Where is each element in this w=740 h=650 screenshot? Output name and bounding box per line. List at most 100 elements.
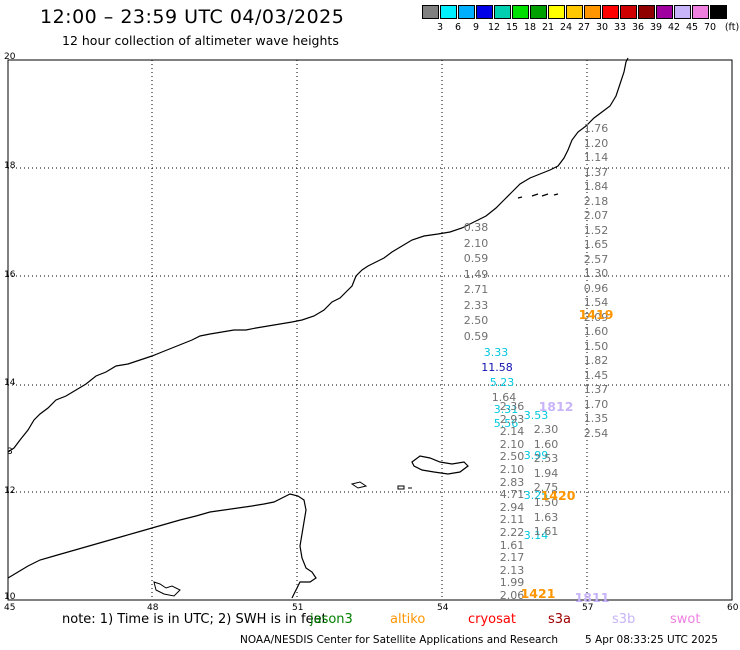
small-label: 3	[7, 447, 13, 457]
wave-value: 1.84	[583, 180, 609, 193]
wave-value: 2.94	[499, 500, 525, 514]
colorbar-swatch	[458, 5, 475, 19]
wave-value: 2.17	[499, 551, 525, 565]
wave-value: 0.59	[463, 252, 489, 265]
wave-value: 1.94	[533, 466, 559, 480]
wave-value: 2.83	[499, 475, 525, 489]
y-tick-14: 14	[4, 378, 16, 388]
wave-value: 2.71	[463, 283, 489, 296]
wave-value: 1.82	[583, 354, 609, 367]
wave-value: 2.57	[583, 252, 609, 266]
colorbar-swatch	[620, 5, 637, 19]
legend-altiko: altiko	[390, 612, 426, 627]
colorbar-label: 36	[631, 22, 645, 33]
colorbar-swatch	[656, 5, 673, 19]
y-tick-16: 16	[4, 270, 16, 280]
x-tick-54: 54	[437, 603, 449, 613]
wave-value: 2.10	[499, 463, 525, 476]
pass-number: 1421	[520, 586, 556, 601]
colorbar-swatch	[422, 5, 439, 19]
colorbar-label: 15	[505, 22, 519, 33]
colorbar-label: 27	[577, 22, 591, 33]
x-tick-51: 51	[292, 603, 304, 613]
wave-value: 1.70	[583, 397, 609, 411]
colorbar-unit: (ft)	[724, 22, 740, 33]
wave-value: 1.76	[583, 122, 609, 135]
colorbar-label: 42	[667, 22, 681, 33]
legend-cryosat: cryosat	[468, 612, 516, 627]
colorbar-label: 9	[472, 22, 480, 33]
colorbar-swatch	[602, 5, 619, 19]
wave-value: 5.56	[493, 417, 519, 430]
x-tick-60: 60	[727, 603, 739, 613]
gridlines	[8, 60, 732, 600]
coastline	[7, 57, 629, 453]
wave-value: 1.35	[583, 412, 609, 425]
wave-value: 1.50	[583, 339, 609, 353]
wave-value: 3.99	[523, 449, 549, 462]
wave-value: 1.54	[583, 296, 609, 309]
wave-value: 4.71	[499, 488, 525, 502]
wave-value: 2.36	[499, 400, 525, 413]
timestamp-text: 5 Apr 08:33:25 UTC 2025	[585, 634, 718, 646]
plot-frame	[7, 59, 733, 601]
wave-value: 5.23	[489, 376, 515, 389]
wave-value: 1.45	[583, 368, 609, 382]
colorbar-swatch	[692, 5, 709, 19]
legend-s3a: s3a	[548, 612, 572, 627]
wave-value: 3.33	[483, 346, 509, 359]
coastline-south	[7, 493, 317, 599]
colorbar-label: 6	[454, 22, 462, 33]
colorbar-label: 24	[559, 22, 573, 33]
colorbar-swatch	[476, 5, 493, 19]
wave-value: 1.37	[583, 165, 609, 179]
wave-value: 2.22	[499, 526, 525, 539]
colorbar-label: 39	[649, 22, 663, 33]
wave-value: 0.59	[463, 329, 489, 343]
wave-value: 1.49	[463, 267, 489, 281]
wave-value: 1.20	[583, 136, 609, 150]
wave-value: 2.10	[463, 236, 489, 250]
colorbar-swatch	[494, 5, 511, 19]
pass-number: 1811	[574, 590, 610, 605]
legend-s3b: s3b	[612, 612, 636, 627]
wave-value: 2.09	[583, 310, 609, 324]
wave-value: 1.63	[533, 510, 559, 524]
note-text: note: 1) Time is in UTC; 2) SWH is in fe…	[62, 612, 327, 627]
pass-number: 1419	[578, 307, 614, 322]
x-tick-57: 57	[582, 603, 594, 613]
wave-value: 1.14	[583, 151, 609, 164]
wave-value: 1.30	[583, 267, 609, 280]
colorbar-swatch	[674, 5, 691, 19]
wave-value: 1.61	[499, 538, 525, 552]
island-large	[411, 455, 469, 475]
wave-value: 2.53	[533, 452, 559, 466]
credit-text: NOAA/NESDIS Center for Satellite Applica…	[240, 634, 558, 646]
wave-value: 2.30	[533, 423, 559, 436]
wave-value: 3.25	[523, 489, 549, 502]
colorbar-swatch	[638, 5, 655, 19]
wave-value: 1.65	[583, 238, 609, 251]
y-tick-10: 10	[4, 592, 16, 602]
colorbar-swatch	[512, 5, 529, 19]
colorbar-label: 45	[685, 22, 699, 33]
wave-value: 0.96	[583, 281, 609, 295]
colorbar-label: 30	[595, 22, 609, 33]
colorbar-label: 18	[523, 22, 537, 33]
wave-value: 2.93	[499, 412, 525, 426]
colorbar-swatch	[566, 5, 583, 19]
colorbar-swatch	[530, 5, 547, 19]
y-tick-12: 12	[4, 486, 16, 496]
wave-value: 2.13	[499, 563, 525, 577]
wave-value: 1.60	[583, 325, 609, 338]
wave-value: 2.50	[499, 450, 525, 464]
wave-value: 2.06	[499, 589, 525, 602]
wave-value: 1.61	[533, 525, 559, 539]
wave-value: 0.38	[463, 221, 489, 234]
colorbar-label: 33	[613, 22, 627, 33]
colorbar-label: 12	[487, 22, 501, 33]
island-small-1	[350, 481, 368, 489]
pass-number: 1420	[540, 488, 576, 503]
colorbar-swatch	[548, 5, 565, 19]
wave-value: 3.14	[523, 529, 549, 542]
